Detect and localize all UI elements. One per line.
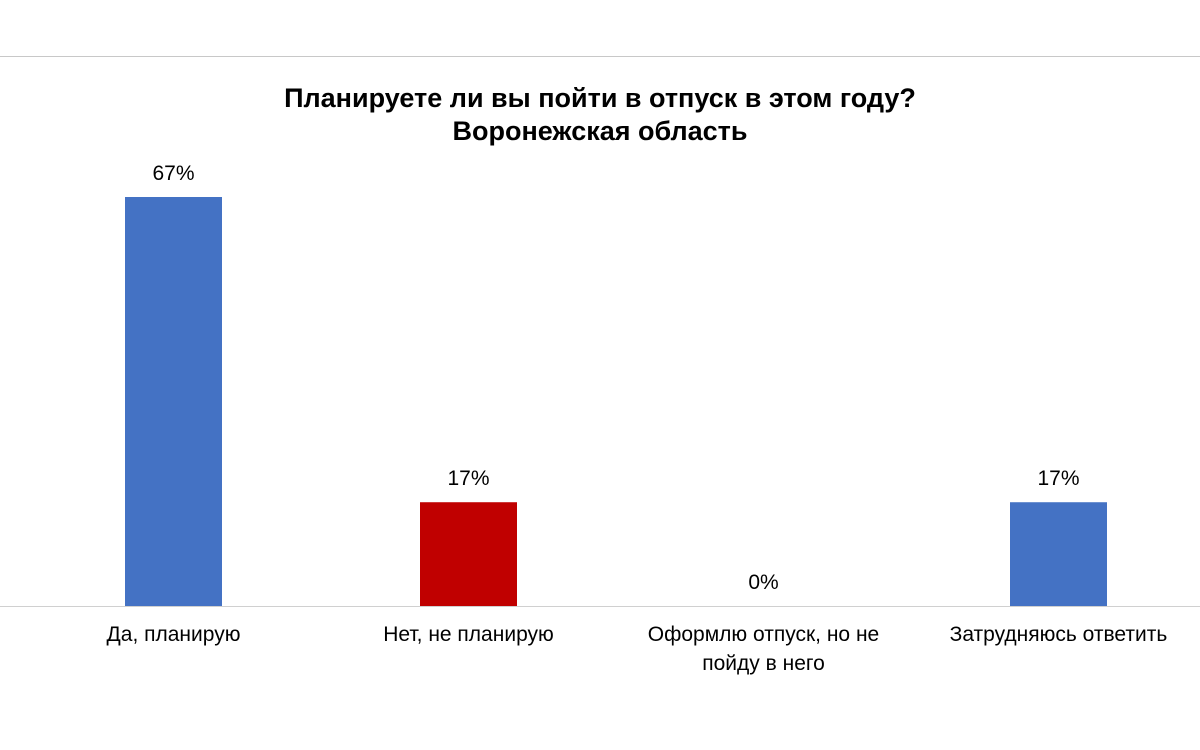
- value-label-2: 17%: [447, 467, 489, 490]
- value-label-4: 17%: [1037, 467, 1079, 490]
- category-label-3-line-2: пойду в него: [702, 652, 825, 675]
- chart-title-line-2: Воронежская область: [452, 116, 748, 146]
- chart-title-line-1: Планируете ли вы пойти в отпуск в этом г…: [284, 83, 916, 113]
- category-label-3-line-1: Оформлю отпуск, но не: [648, 623, 879, 646]
- category-label-2: Нет, не планирую: [383, 623, 554, 646]
- value-label-3: 0%: [748, 571, 778, 594]
- bar-4: [1010, 502, 1107, 606]
- bar-2: [420, 502, 517, 606]
- category-label-1: Да, планирую: [107, 623, 241, 646]
- value-label-1: 67%: [152, 162, 194, 185]
- chart-title: Планируете ли вы пойти в отпуск в этом г…: [0, 82, 1200, 148]
- top-divider: [0, 56, 1200, 57]
- category-label-4: Затрудняюсь ответить: [950, 623, 1168, 646]
- bar-1: [125, 197, 222, 606]
